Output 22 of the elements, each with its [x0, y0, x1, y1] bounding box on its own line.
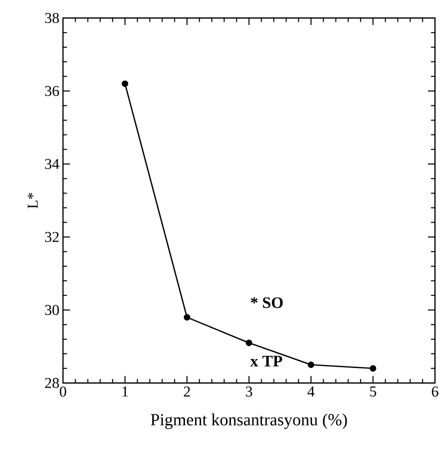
x-tick-label: 4 — [308, 386, 315, 396]
y-tick-label: 32 — [45, 232, 59, 242]
point — [308, 361, 314, 368]
x-tick-label: 6 — [432, 386, 438, 397]
x-axis-title: Pigment konsantrasyonu (%) — [150, 414, 347, 429]
y-tick-label: 38 — [45, 12, 59, 24]
annotation: * SO — [250, 297, 283, 308]
point — [184, 314, 190, 321]
x-tick-label: 0 — [60, 386, 66, 397]
x-tick-label: 1 — [122, 386, 128, 396]
point — [246, 340, 252, 346]
x-tick-label: 5 — [370, 386, 376, 396]
x-tick-label: 3 — [246, 386, 252, 397]
point — [370, 365, 376, 372]
y-axis-title: L* — [28, 192, 38, 208]
annotation: x TP — [250, 356, 282, 366]
x-tick-label: 2 — [184, 386, 190, 396]
y-tick-label: 36 — [45, 86, 60, 96]
y-tick-label: 30 — [45, 304, 59, 316]
y-tick-label: 28 — [45, 378, 59, 388]
point — [122, 80, 128, 87]
y-tick-label: 34 — [45, 158, 60, 170]
